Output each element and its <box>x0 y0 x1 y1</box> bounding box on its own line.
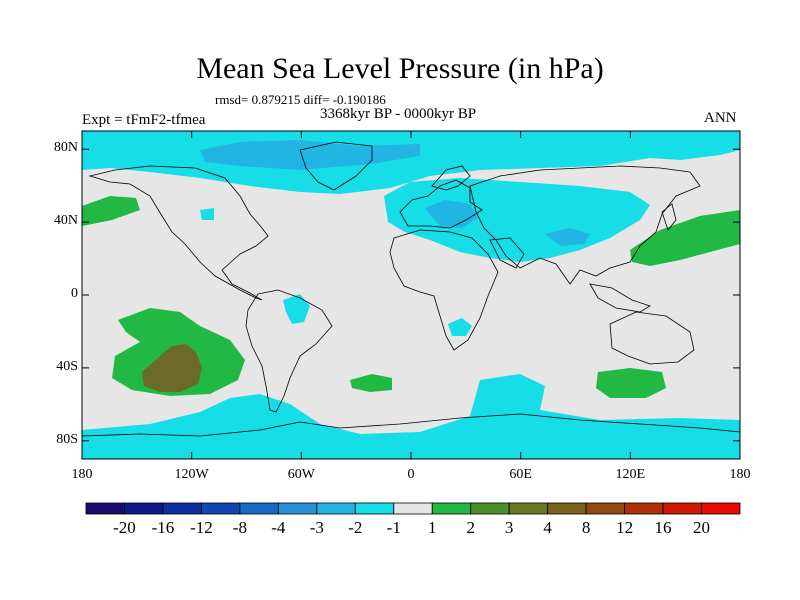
season-label: ANN <box>704 110 737 126</box>
colorbar-tick-label: -4 <box>271 518 286 537</box>
colorbar-swatch <box>470 502 510 515</box>
contour-south-africa-neg <box>448 318 472 336</box>
colorbar-swatch <box>85 502 125 515</box>
coast-north-america <box>88 165 269 301</box>
x-tick-label: 120E <box>615 467 646 482</box>
colorbar-swatch <box>662 502 702 515</box>
coast-europe <box>399 179 483 229</box>
colorbar-swatch <box>239 502 279 515</box>
coast-southeast-asia <box>589 283 651 313</box>
colorbar-swatch <box>201 502 241 515</box>
colorbar-swatch <box>316 502 356 515</box>
coast-africa <box>389 229 499 351</box>
colorbar-swatch <box>547 502 587 515</box>
contour-asia-neg <box>545 228 590 246</box>
contour-north-pacific-pos <box>82 196 140 226</box>
colorbar-tick-label: 8 <box>581 518 591 537</box>
coast-asia <box>469 165 701 285</box>
y-tick-label: 40N <box>53 213 78 229</box>
x-tick-label: 180 <box>729 467 751 482</box>
x-tick-label: 60E <box>509 467 532 482</box>
contour-greenland-neg <box>200 140 420 170</box>
colorbar-tick-label: 1 <box>427 518 437 537</box>
coast-greenland <box>299 141 373 191</box>
axis-ticks <box>81 131 741 459</box>
coast-south-america <box>245 289 333 413</box>
colorbar-swatch <box>431 502 472 515</box>
x-tick-label: 180 <box>71 467 93 482</box>
y-tick-label: 40S <box>56 358 78 374</box>
page-title: Mean Sea Level Pressure (in hPa) <box>196 52 604 85</box>
colorbar-swatch <box>277 502 318 515</box>
colorbar-tick-label: -8 <box>232 518 247 537</box>
contour-south-indian-pos <box>596 368 666 398</box>
colorbar-tick-label: -12 <box>190 518 213 537</box>
coast-arabia <box>489 237 525 269</box>
contour-southern-ocean-neg <box>82 374 740 459</box>
coast-japan <box>661 203 677 231</box>
colorbar-swatch <box>393 502 433 515</box>
colorbar-tick-label: 2 <box>466 518 475 537</box>
colorbar-tick-label: 12 <box>616 518 634 537</box>
coast-antarctica <box>82 413 740 437</box>
colorbar-swatch <box>162 502 202 515</box>
y-tick-label: 80S <box>56 431 78 447</box>
x-tick-label: 0 <box>407 467 415 482</box>
y-tick-label: 0 <box>71 286 78 301</box>
map-plot-area <box>82 131 740 459</box>
colorbar-tick-label: 3 <box>504 518 514 537</box>
stats-label: rmsd= 0.879215 diff= -0.190186 <box>215 92 386 107</box>
colorbar-tick-label: -3 <box>309 518 324 537</box>
contour-atlantic-small-neg <box>200 208 214 220</box>
contour-south-atlantic-neg <box>283 294 310 324</box>
colorbar-tick-label: 4 <box>543 518 552 537</box>
colorbar-tick-label: -2 <box>348 518 363 537</box>
coastlines <box>82 141 740 437</box>
colorbar-tick-label: 16 <box>654 518 672 537</box>
colorbar-swatch <box>354 502 395 515</box>
experiment-label: Expt = tFmF2-tfmea <box>82 112 206 128</box>
colorbar-tick-label: -16 <box>151 518 175 537</box>
contour-west-pacific-pos <box>630 210 740 266</box>
colorbar-swatch <box>124 502 164 515</box>
x-tick-label: 60W <box>287 467 315 482</box>
colorbar-swatch <box>624 502 664 515</box>
coast-australia <box>609 311 695 365</box>
colorbar-tick-label: -20 <box>113 518 136 537</box>
colorbar-swatch <box>585 502 625 515</box>
colorbar-tick-label: -1 <box>386 518 401 537</box>
contour-south-pacific-core <box>142 344 202 392</box>
colorbar-tick-label: 20 <box>693 518 711 537</box>
period-label: 3368kyr BP - 0000kyr BP <box>320 106 477 122</box>
contour-south-atlantic-pos <box>350 374 392 392</box>
coast-scandinavia <box>431 165 471 191</box>
y-tick-label: 80N <box>53 140 78 156</box>
colorbar-swatch <box>701 502 741 515</box>
x-tick-label: 120W <box>174 467 209 482</box>
colorbar <box>85 502 741 515</box>
colorbar-swatch <box>508 502 549 515</box>
